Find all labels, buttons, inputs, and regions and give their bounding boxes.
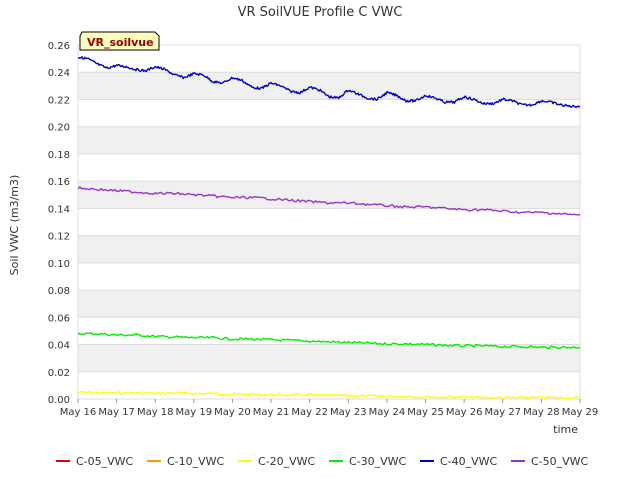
y-tick-label: 0.00 xyxy=(48,395,70,406)
y-axis: 0.00 0.02 0.04 0.06 0.08 0.10 0.12 0.14 0.16 0.18… xyxy=(48,41,70,406)
x-tick-label: May 18 xyxy=(137,407,174,418)
x-tick-label: May 16 xyxy=(60,407,97,418)
series-lines xyxy=(77,56,581,400)
legend-item-c-10-vwc: C-10_VWC xyxy=(147,455,225,468)
x-tick-label: May 23 xyxy=(330,407,367,418)
x-tick-label: May 17 xyxy=(98,407,135,418)
x-tick-label: May 19 xyxy=(176,407,213,418)
x-tick-label: May 24 xyxy=(369,407,406,418)
y-tick-label: 0.16 xyxy=(48,177,70,188)
grid-band xyxy=(78,72,580,100)
legend-item-c-20-vwc: C-20_VWC xyxy=(238,455,316,468)
grid-band xyxy=(78,344,580,372)
x-axis: May 16 May 17 May 18 May 19 May 20 May 21 May … xyxy=(60,399,599,418)
site-label-text: VR_soilvue xyxy=(87,36,154,49)
legend-item-c-30-vwc: C-30_VWC xyxy=(329,455,407,468)
y-tick-label: 0.10 xyxy=(48,259,70,270)
legend: C-05_VWC C-10_VWC C-20_VWC C-30_VWC C-40_VWC… xyxy=(56,455,589,468)
y-tick-label: 0.02 xyxy=(48,368,70,379)
grid-band xyxy=(78,126,580,154)
legend-item-c-50-vwc: C-50_VWC xyxy=(511,455,589,468)
y-tick-label: 0.26 xyxy=(48,41,70,52)
x-tick-label: May 28 xyxy=(523,407,560,418)
legend-item-c-05-vwc: C-05_VWC xyxy=(56,455,134,468)
x-tick-label: May 20 xyxy=(214,407,251,418)
x-tick-label: May 27 xyxy=(484,407,521,418)
legend-label: C-30_VWC xyxy=(349,455,407,468)
legend-item-c-40-vwc: C-40_VWC xyxy=(420,455,498,468)
series-line-c-20-vwc xyxy=(77,390,581,400)
y-tick-label: 0.04 xyxy=(48,341,70,352)
plot-area xyxy=(78,45,580,399)
y-tick-label: 0.24 xyxy=(48,68,70,79)
legend-label: C-10_VWC xyxy=(167,455,225,468)
x-tick-label: May 26 xyxy=(446,407,483,418)
y-tick-label: 0.08 xyxy=(48,286,70,297)
legend-label: C-40_VWC xyxy=(440,455,498,468)
y-tick-label: 0.22 xyxy=(48,95,70,106)
series-line-c-50-vwc xyxy=(77,186,581,216)
chart-title: VR SoilVUE Profile C VWC xyxy=(238,5,403,20)
y-tick-label: 0.06 xyxy=(48,313,70,324)
y-tick-label: 0.14 xyxy=(48,204,70,215)
y-axis-label: Soil VWC (m3/m3) xyxy=(8,175,21,276)
grid-band xyxy=(78,235,580,263)
grid-lines xyxy=(77,44,581,400)
y-tick-label: 0.18 xyxy=(48,150,70,161)
y-tick-label: 0.20 xyxy=(48,123,70,134)
y-tick-label: 0.12 xyxy=(48,232,70,243)
site-label-box: VR_soilvue xyxy=(79,31,160,51)
x-tick-label: May 22 xyxy=(291,407,328,418)
legend-label: C-50_VWC xyxy=(531,455,589,468)
legend-label: C-05_VWC xyxy=(76,455,134,468)
x-tick-label: May 25 xyxy=(407,407,444,418)
series-line-c-30-vwc xyxy=(77,332,581,350)
series-line-c-40-vwc xyxy=(77,56,581,109)
x-axis-label: time xyxy=(553,423,578,436)
grid-band xyxy=(78,290,580,318)
x-tick-label: May 21 xyxy=(253,407,290,418)
x-tick-label: May 29 xyxy=(562,407,599,418)
legend-label: C-20_VWC xyxy=(258,455,316,468)
